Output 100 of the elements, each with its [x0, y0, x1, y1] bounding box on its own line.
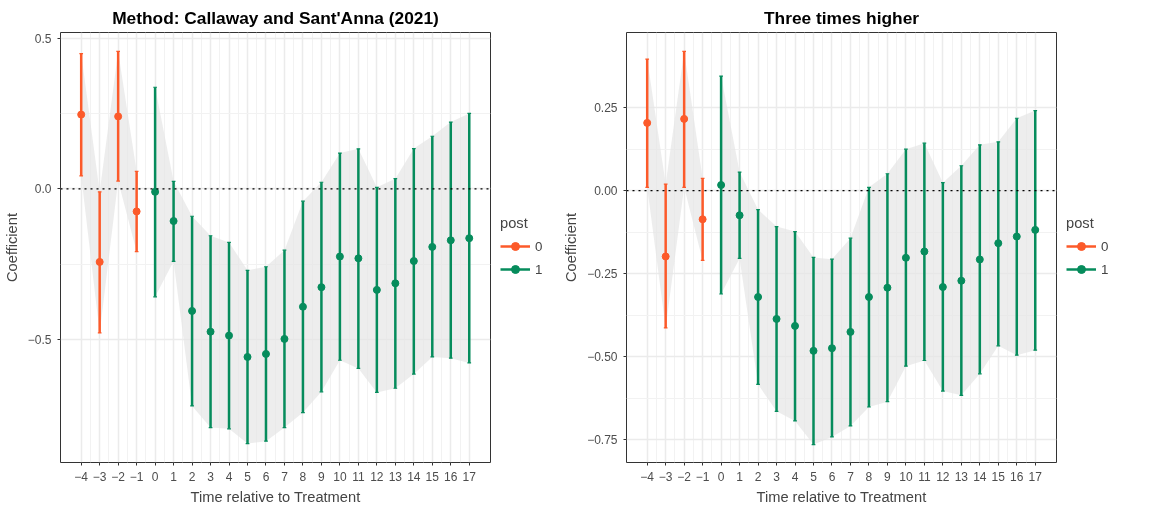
- x-tick-label: 13: [388, 469, 403, 484]
- x-tick-label: 11: [352, 469, 365, 484]
- x-tick-label: 3: [207, 469, 215, 484]
- point: [188, 306, 197, 315]
- point: [354, 254, 363, 263]
- x-tick-label: 2: [754, 469, 762, 484]
- point: [1031, 225, 1040, 234]
- x-axis-title: Time relative to Treatment: [756, 488, 927, 505]
- point: [409, 257, 418, 266]
- y-tick-label: 0.0: [34, 182, 52, 197]
- point: [717, 181, 726, 190]
- point: [698, 215, 707, 224]
- x-tick-label: 9: [318, 469, 326, 484]
- x-tick-label: 5: [810, 469, 818, 484]
- x-tick-label: 8: [299, 469, 307, 484]
- x-tick-label: −1: [695, 469, 710, 484]
- x-tick-label: 4: [225, 469, 233, 484]
- x-tick-label: 4: [791, 469, 799, 484]
- point: [754, 293, 763, 302]
- x-tick-label: 15: [425, 469, 440, 484]
- x-tick-label: 9: [884, 469, 892, 484]
- legend-label: 1: [1101, 261, 1110, 277]
- point: [243, 352, 252, 361]
- x-tick-label: 10: [899, 469, 913, 484]
- x-tick-label: 0: [717, 469, 725, 484]
- x-tick-label: 7: [847, 469, 855, 484]
- point: [446, 236, 455, 245]
- x-tick-label: 1: [736, 469, 744, 484]
- point: [95, 257, 104, 266]
- x-tick-label: 11: [918, 469, 931, 484]
- point: [680, 114, 689, 123]
- x-tick-label: 2: [188, 469, 196, 484]
- point: [317, 283, 326, 292]
- x-tick-label: 12: [936, 469, 950, 484]
- y-tick-label: 0.25: [594, 101, 618, 116]
- legend-label: 0: [1101, 238, 1110, 254]
- legend-label: 1: [535, 261, 544, 277]
- y-tick-label: −0.50: [587, 350, 618, 365]
- point: [957, 276, 966, 285]
- point: [809, 346, 818, 355]
- point: [938, 283, 947, 292]
- x-tick-label: −4: [640, 469, 655, 484]
- y-tick-label: 0.00: [594, 184, 618, 199]
- x-tick-label: 15: [991, 469, 1006, 484]
- y-axis-title: Coefficient: [3, 213, 20, 282]
- point: [846, 327, 855, 336]
- point: [280, 334, 289, 343]
- point: [772, 314, 781, 323]
- y-tick-label: −0.5: [27, 332, 52, 347]
- point: [298, 302, 307, 311]
- point: [261, 349, 270, 358]
- point: [1012, 232, 1021, 241]
- x-tick-label: 13: [954, 469, 969, 484]
- point: [77, 110, 86, 119]
- x-tick-label: −1: [129, 469, 144, 484]
- x-tick-label: 6: [828, 469, 836, 484]
- y-tick-label: −0.25: [587, 267, 618, 282]
- x-tick-label: −2: [677, 469, 692, 484]
- point: [114, 112, 123, 121]
- point: [335, 252, 344, 261]
- x-tick-label: 1: [170, 469, 178, 484]
- point: [827, 344, 836, 353]
- x-tick-label: 17: [462, 469, 477, 484]
- x-tick-label: 0: [151, 469, 159, 484]
- point: [883, 283, 892, 292]
- point: [994, 239, 1003, 248]
- x-tick-label: 16: [444, 469, 458, 484]
- point: [465, 234, 474, 243]
- x-tick-label: 5: [244, 469, 252, 484]
- point: [225, 331, 234, 340]
- chart-title: Method: Callaway and Sant'Anna (2021): [112, 7, 439, 28]
- point: [920, 247, 929, 256]
- x-tick-label: 12: [370, 469, 384, 484]
- point: [791, 321, 800, 330]
- x-tick-label: 16: [1010, 469, 1024, 484]
- point: [206, 327, 215, 336]
- point: [132, 207, 141, 216]
- point: [643, 118, 652, 127]
- y-axis-title: Coefficient: [563, 213, 580, 282]
- y-tick-label: 0.5: [34, 32, 52, 47]
- point: [151, 187, 160, 196]
- point: [372, 285, 381, 294]
- x-tick-label: −3: [92, 469, 107, 484]
- x-axis-title: Time relative to Treatment: [190, 488, 361, 505]
- x-tick-label: −3: [658, 469, 673, 484]
- point: [428, 242, 437, 251]
- x-tick-label: 3: [773, 469, 781, 484]
- legend-title: post: [1066, 215, 1095, 231]
- point: [661, 252, 670, 261]
- chart-title: Three times higher: [763, 7, 920, 28]
- point: [735, 211, 744, 220]
- x-tick-label: −4: [74, 469, 89, 484]
- legend-title: post: [500, 215, 529, 231]
- legend-label: 0: [535, 238, 544, 254]
- point: [864, 293, 873, 302]
- point: [169, 217, 178, 226]
- point: [975, 255, 984, 264]
- x-tick-label: 10: [333, 469, 347, 484]
- x-tick-label: −2: [111, 469, 126, 484]
- point: [901, 253, 910, 262]
